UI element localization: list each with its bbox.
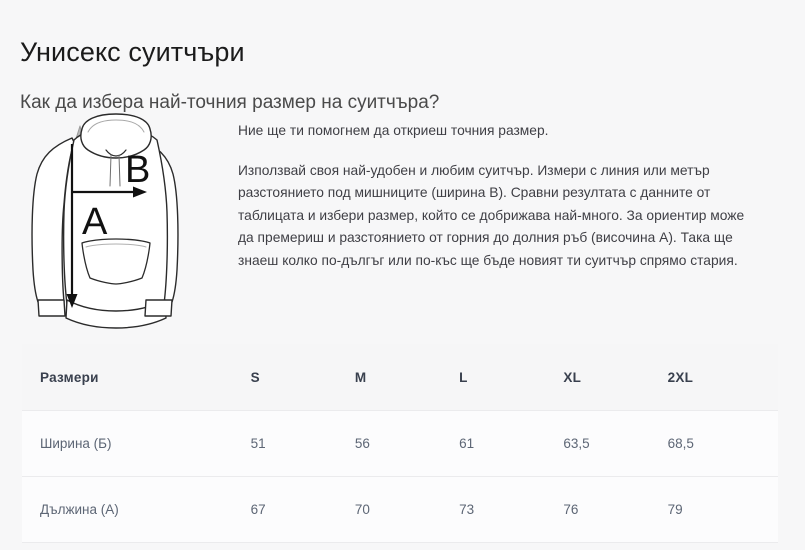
table-row: Дължина (А) 67 70 73 76 79	[22, 476, 778, 543]
column-header-2xl: 2XL	[667, 344, 778, 411]
page-subtitle: Как да избера най-точния размер на суитч…	[20, 91, 440, 113]
cell-width-2xl: 68,5	[667, 436, 694, 451]
cell-length-2xl: 79	[667, 502, 683, 517]
size-chart-head: Размери S M L XL 2XL	[22, 344, 778, 411]
width-label: B	[125, 149, 150, 191]
column-header-xl: XL	[563, 344, 668, 411]
cell-length-xl: 76	[563, 502, 579, 517]
cell-length-s: 67	[250, 502, 266, 517]
cell-width-l: 61	[459, 436, 475, 451]
size-chart-table: Размери S M L XL 2XL Ширина (Б) 51 56 61…	[22, 344, 778, 543]
table-header-row: Размери S M L XL 2XL	[22, 344, 778, 411]
row-label-width: Ширина (Б)	[40, 436, 112, 451]
row-label-length: Дължина (А)	[40, 502, 119, 517]
column-header-m: M	[354, 344, 460, 411]
column-header-l: L	[459, 344, 564, 411]
page-title: Унисекс суитчъри	[20, 37, 245, 68]
intro-paragraph-2: Използвай своя най-удобен и любим суитчъ…	[238, 162, 745, 268]
intro-copy: Ние ще ти помогнем да откриеш точния раз…	[238, 120, 758, 272]
hoodie-diagram: A B	[20, 112, 212, 338]
cell-length-m: 70	[354, 502, 370, 517]
cell-width-xl: 63,5	[563, 436, 590, 451]
column-header-sizes: Размери	[22, 344, 251, 411]
intro-paragraph-1: Ние ще ти помогнем да откриеш точния раз…	[238, 123, 549, 138]
table-row: Ширина (Б) 51 56 61 63,5 68,5	[22, 410, 778, 477]
column-header-s: S	[250, 344, 355, 411]
height-label: A	[82, 201, 108, 243]
cell-width-s: 51	[250, 436, 266, 451]
size-chart-body: Ширина (Б) 51 56 61 63,5 68,5 Дължина (А…	[22, 410, 778, 543]
cell-length-l: 73	[459, 502, 475, 517]
cell-width-m: 56	[354, 436, 370, 451]
